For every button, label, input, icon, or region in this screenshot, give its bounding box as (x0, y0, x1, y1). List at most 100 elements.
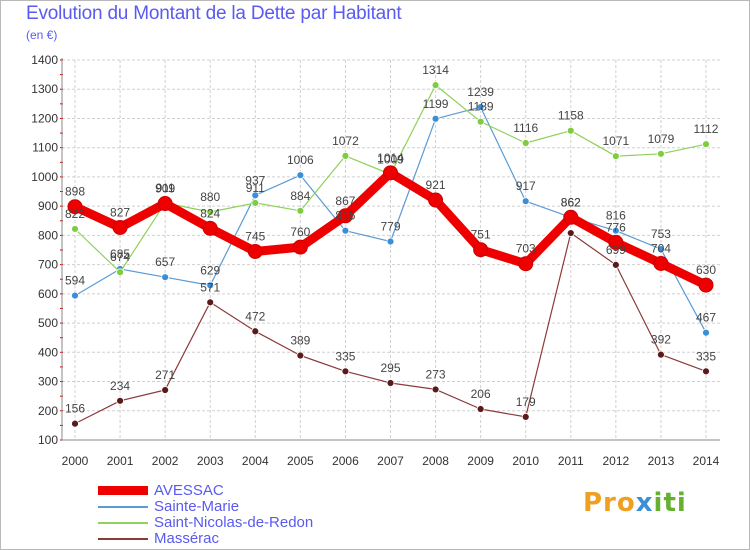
legend-swatch-sainte-marie (98, 506, 148, 508)
data-label-saint-nicolas-de-redon: 880 (200, 190, 220, 204)
legend-label-saint-nicolas: Saint-Nicolas-de-Redon (154, 514, 314, 531)
y-tick-label: 800 (38, 228, 58, 242)
data-label-sainte-marie: 816 (606, 209, 626, 223)
data-point-sainte-marie (476, 103, 485, 111)
proxiti-logo: Proxiti (583, 488, 687, 518)
x-tick-label: 2000 (62, 454, 89, 468)
y-tick-label: 1000 (31, 170, 58, 184)
data-label-mass-rac: 273 (426, 367, 446, 381)
data-label-mass-rac: 472 (245, 309, 265, 323)
data-label-avessac: 630 (696, 263, 716, 277)
data-point-sainte-marie (296, 171, 305, 180)
data-label-mass-rac: 271 (155, 368, 175, 382)
x-tick-label: 2003 (197, 454, 224, 468)
data-label-mass-rac: 392 (651, 333, 671, 347)
y-tick-label: 1300 (31, 82, 58, 96)
x-tick-label: 2013 (648, 454, 675, 468)
data-point-sainte-marie (657, 245, 665, 254)
data-label-sainte-marie: 467 (696, 311, 716, 325)
data-point-mass-rac (611, 261, 620, 269)
data-label-sainte-marie: 862 (561, 195, 581, 209)
data-label-avessac: 909 (155, 182, 175, 196)
x-tick-label: 2011 (558, 454, 584, 468)
legend-label-sainte-marie: Sainte-Marie (154, 498, 240, 515)
data-label-avessac: 745 (245, 229, 265, 243)
data-point-saint-nicolas-de-redon (657, 149, 665, 158)
data-point-saint-nicolas-de-redon (566, 126, 575, 135)
data-label-sainte-marie: 917 (516, 179, 536, 193)
data-label-saint-nicolas-de-redon: 1158 (558, 109, 584, 123)
data-label-avessac: 751 (471, 228, 491, 242)
data-label-saint-nicolas-de-redon: 674 (110, 250, 130, 264)
legend-label-masserac: Massérac (154, 530, 220, 547)
legend-label-avessac: AVESSAC (154, 482, 224, 499)
data-point-mass-rac (251, 327, 260, 336)
legend-item-saint-nicolas: Saint-Nicolas-de-Redon (98, 514, 398, 532)
data-point-sainte-marie (206, 281, 215, 290)
data-label-saint-nicolas-de-redon: 884 (290, 189, 310, 203)
data-point-mass-rac (296, 351, 305, 360)
x-tick-label: 2001 (107, 454, 134, 468)
data-point-avessac (698, 277, 714, 293)
data-label-avessac: 1014 (377, 151, 404, 165)
y-tick-label: 400 (38, 345, 58, 359)
y-tick-label: 200 (38, 404, 58, 418)
data-point-mass-rac (431, 385, 440, 394)
data-point-saint-nicolas-de-redon (431, 81, 440, 90)
data-point-avessac (518, 256, 534, 272)
x-tick-label: 2009 (467, 454, 494, 468)
data-point-mass-rac (476, 405, 485, 413)
data-point-sainte-marie (431, 114, 440, 123)
data-point-mass-rac (657, 350, 665, 359)
data-label-sainte-marie: 779 (380, 220, 400, 234)
data-label-avessac: 776 (606, 220, 626, 234)
data-point-sainte-marie (611, 226, 620, 235)
data-label-avessac: 921 (426, 178, 446, 192)
data-point-sainte-marie (702, 328, 710, 337)
data-point-saint-nicolas-de-redon (296, 206, 305, 215)
data-label-avessac: 898 (65, 185, 85, 199)
x-tick-label: 2007 (377, 454, 404, 468)
x-tick-label: 2012 (603, 454, 630, 468)
data-label-mass-rac: 206 (471, 387, 491, 401)
y-tick-label: 600 (38, 287, 58, 301)
legend-item-masserac: Massérac (98, 530, 398, 548)
data-point-avessac (157, 196, 173, 212)
data-point-saint-nicolas-de-redon (71, 225, 79, 233)
data-point-sainte-marie (161, 273, 170, 282)
x-tick-label: 2002 (152, 454, 179, 468)
data-point-avessac (563, 209, 579, 225)
data-point-saint-nicolas-de-redon (341, 151, 350, 160)
data-label-sainte-marie: 685 (110, 247, 130, 261)
data-point-saint-nicolas-de-redon (521, 139, 530, 147)
data-label-saint-nicolas-de-redon: 1314 (422, 63, 449, 77)
y-tick-label: 500 (38, 316, 58, 330)
x-tick-label: 2006 (332, 454, 359, 468)
data-label-mass-rac: 571 (200, 280, 220, 294)
x-tick-label: 2008 (422, 454, 449, 468)
data-point-mass-rac (341, 367, 350, 376)
data-point-avessac (653, 255, 669, 271)
data-point-mass-rac (206, 298, 215, 307)
data-point-mass-rac (161, 386, 170, 394)
data-label-mass-rac: 389 (290, 334, 310, 348)
data-label-saint-nicolas-de-redon: 911 (246, 181, 265, 195)
legend-swatch-avessac (98, 486, 148, 495)
data-point-saint-nicolas-de-redon (702, 140, 710, 149)
legend-swatch-masserac (98, 538, 148, 540)
data-point-avessac (112, 219, 128, 235)
data-label-saint-nicolas-de-redon: 1189 (468, 100, 494, 114)
x-tick-label: 2014 (693, 454, 720, 468)
data-label-avessac: 760 (290, 225, 310, 239)
data-label-sainte-marie: 657 (155, 255, 175, 269)
x-tick-label: 2005 (287, 454, 314, 468)
data-label-saint-nicolas-de-redon: 1116 (513, 121, 538, 135)
x-tick-label: 2004 (242, 454, 269, 468)
y-tick-label: 1400 (31, 53, 58, 67)
data-label-sainte-marie: 594 (65, 274, 85, 288)
data-label-saint-nicolas-de-redon: 1079 (648, 132, 675, 146)
data-point-avessac (247, 243, 263, 259)
data-label-mass-rac: 179 (516, 395, 536, 409)
data-label-sainte-marie: 629 (200, 263, 220, 277)
